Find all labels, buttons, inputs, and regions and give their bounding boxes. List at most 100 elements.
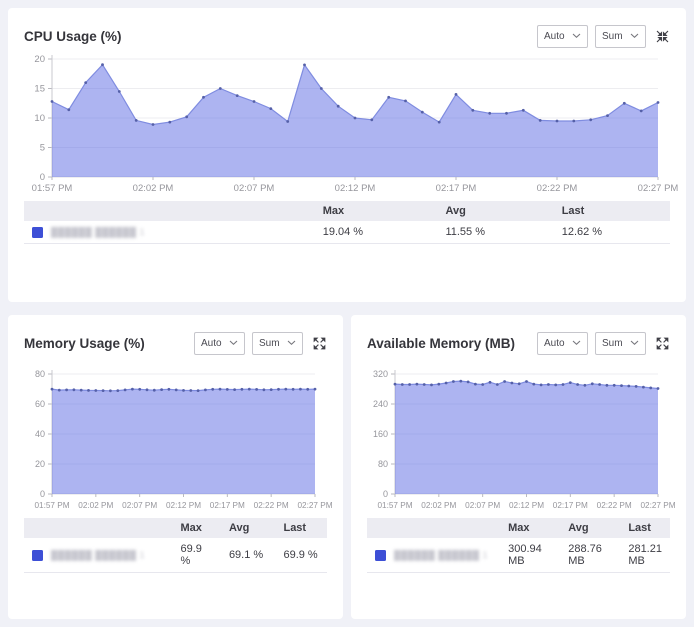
series-color-swatch [32,226,43,238]
memory-usage-chart[interactable]: 0 20 40 60 80 01:57 PM 02:02 PM 02:07 PM 02:12 P… [24,367,332,516]
last-value: 69.9 % [275,538,327,573]
chevron-down-icon [630,340,639,346]
aggregation-select[interactable]: Sum [595,24,646,48]
avg-value: 288.76 MB [560,538,621,573]
chevron-down-icon [229,340,238,346]
aggregation-select[interactable]: Sum [252,331,303,355]
aggregation-value: Sum [602,337,623,349]
svg-text:02:02 PM: 02:02 PM [421,501,456,510]
time-range-select[interactable]: Auto [537,331,588,355]
last-value: 12.62 % [553,221,670,244]
available-memory-panel: Available Memory (MB) Auto Sum [351,315,686,619]
svg-text:0: 0 [40,489,45,499]
svg-text:02:02 PM: 02:02 PM [78,501,113,510]
aggregation-value: Sum [602,30,623,42]
svg-text:0: 0 [40,172,45,183]
aggregation-select[interactable]: Sum [595,331,646,355]
time-range-value: Auto [201,337,222,349]
cpu-usage-panel: CPU Usage (%) Auto Sum 0 5 10 15 20 01:57 PM 0… [8,8,686,302]
max-column-header: Max [508,522,530,534]
svg-text:02:17 PM: 02:17 PM [210,501,245,510]
cpu-stats-table: Max Avg Last ██████ ██████ 1 19.04 % 11.… [24,201,670,244]
time-range-select[interactable]: Auto [194,331,245,355]
svg-text:40: 40 [35,429,45,439]
available-memory-panel-header: Available Memory (MB) Auto Sum [367,331,670,355]
memory-usage-panel: Memory Usage (%) Auto Sum [8,315,343,619]
svg-text:02:07 PM: 02:07 PM [122,501,157,510]
series-label-redacted: ██████ ██████ 1 [51,550,146,560]
svg-text:80: 80 [35,369,45,379]
svg-text:80: 80 [378,459,388,469]
collapse-icon [656,29,669,43]
svg-text:02:27 PM: 02:27 PM [297,501,332,510]
stats-header-row: Max Avg Last [367,518,670,538]
expand-button[interactable] [312,336,327,351]
last-column-header: Last [628,522,651,534]
stats-header-row: Max Avg Last [24,518,327,538]
series-color-swatch [375,549,386,561]
series-column-header [24,201,315,221]
cpu-usage-chart[interactable]: 0 5 10 15 20 01:57 PM 02:02 PM 02:07 PM 02:12 PM… [24,52,679,199]
max-column-header: Max [180,522,202,534]
max-value: 19.04 % [314,221,438,244]
svg-text:01:57 PM: 01:57 PM [32,183,73,194]
svg-text:02:22 PM: 02:22 PM [537,183,578,194]
svg-text:02:12 PM: 02:12 PM [509,501,544,510]
collapse-button[interactable] [655,29,670,44]
svg-text:20: 20 [34,54,45,65]
max-column-header: Max [322,205,345,217]
svg-text:0: 0 [383,489,388,499]
expand-icon [656,337,669,349]
series-color-swatch [32,549,43,561]
cpu-panel-header: CPU Usage (%) Auto Sum [24,24,670,48]
available-memory-chart[interactable]: 0 80 160 240 320 01:57 PM 02:02 PM 02:07 PM 02:1… [367,367,676,516]
series-legend-row[interactable]: ██████ ██████ 1 69.9 % 69.1 % 69.9 % [24,538,327,573]
svg-text:02:17 PM: 02:17 PM [553,501,588,510]
series-legend-row[interactable]: ██████ ██████ 1 19.04 % 11.55 % 12.62 % [24,221,670,244]
time-range-value: Auto [544,30,565,42]
expand-icon [313,337,326,349]
expand-button[interactable] [655,336,670,351]
bottom-panels-row: Memory Usage (%) Auto Sum [8,315,686,619]
svg-text:160: 160 [373,429,388,439]
memory-chart-controls: Auto Sum [194,331,327,355]
chevron-down-icon [572,33,581,39]
series-legend-row[interactable]: ██████ ██████ 1 300.94 MB 288.76 MB 281.… [367,538,670,573]
svg-text:01:57 PM: 01:57 PM [34,501,69,510]
aggregation-value: Sum [259,337,280,349]
svg-text:02:07 PM: 02:07 PM [465,501,500,510]
series-column-header [24,518,172,538]
available-memory-stats-table: Max Avg Last ██████ ██████ 1 300.94 MB 2… [367,518,670,573]
cpu-chart-title: CPU Usage (%) [24,28,122,44]
svg-text:60: 60 [35,399,45,409]
svg-text:20: 20 [35,459,45,469]
svg-text:02:07 PM: 02:07 PM [234,183,275,194]
stats-header-row: Max Avg Last [24,201,670,221]
max-value: 300.94 MB [500,538,561,573]
cpu-chart-controls: Auto Sum [537,24,670,48]
svg-text:02:12 PM: 02:12 PM [335,183,376,194]
svg-text:02:27 PM: 02:27 PM [638,183,679,194]
svg-text:02:02 PM: 02:02 PM [133,183,174,194]
chevron-down-icon [630,33,639,39]
svg-text:01:57 PM: 01:57 PM [377,501,412,510]
available-memory-chart-title: Available Memory (MB) [367,335,516,351]
series-label-redacted: ██████ ██████ 1 [394,550,489,560]
series-label-redacted: ██████ ██████ 1 [51,227,146,237]
chevron-down-icon [572,340,581,346]
available-memory-chart-controls: Auto Sum [537,331,670,355]
avg-value: 69.1 % [220,538,276,573]
last-value: 281.21 MB [620,538,670,573]
avg-column-header: Avg [445,205,466,217]
svg-text:02:17 PM: 02:17 PM [436,183,477,194]
memory-chart-title: Memory Usage (%) [24,335,145,351]
last-column-header: Last [283,522,307,534]
memory-panel-header: Memory Usage (%) Auto Sum [24,331,327,355]
time-range-value: Auto [544,337,565,349]
svg-text:320: 320 [373,369,388,379]
avg-column-header: Avg [568,522,589,534]
time-range-select[interactable]: Auto [537,24,588,48]
last-column-header: Last [561,205,585,217]
avg-value: 11.55 % [437,221,554,244]
